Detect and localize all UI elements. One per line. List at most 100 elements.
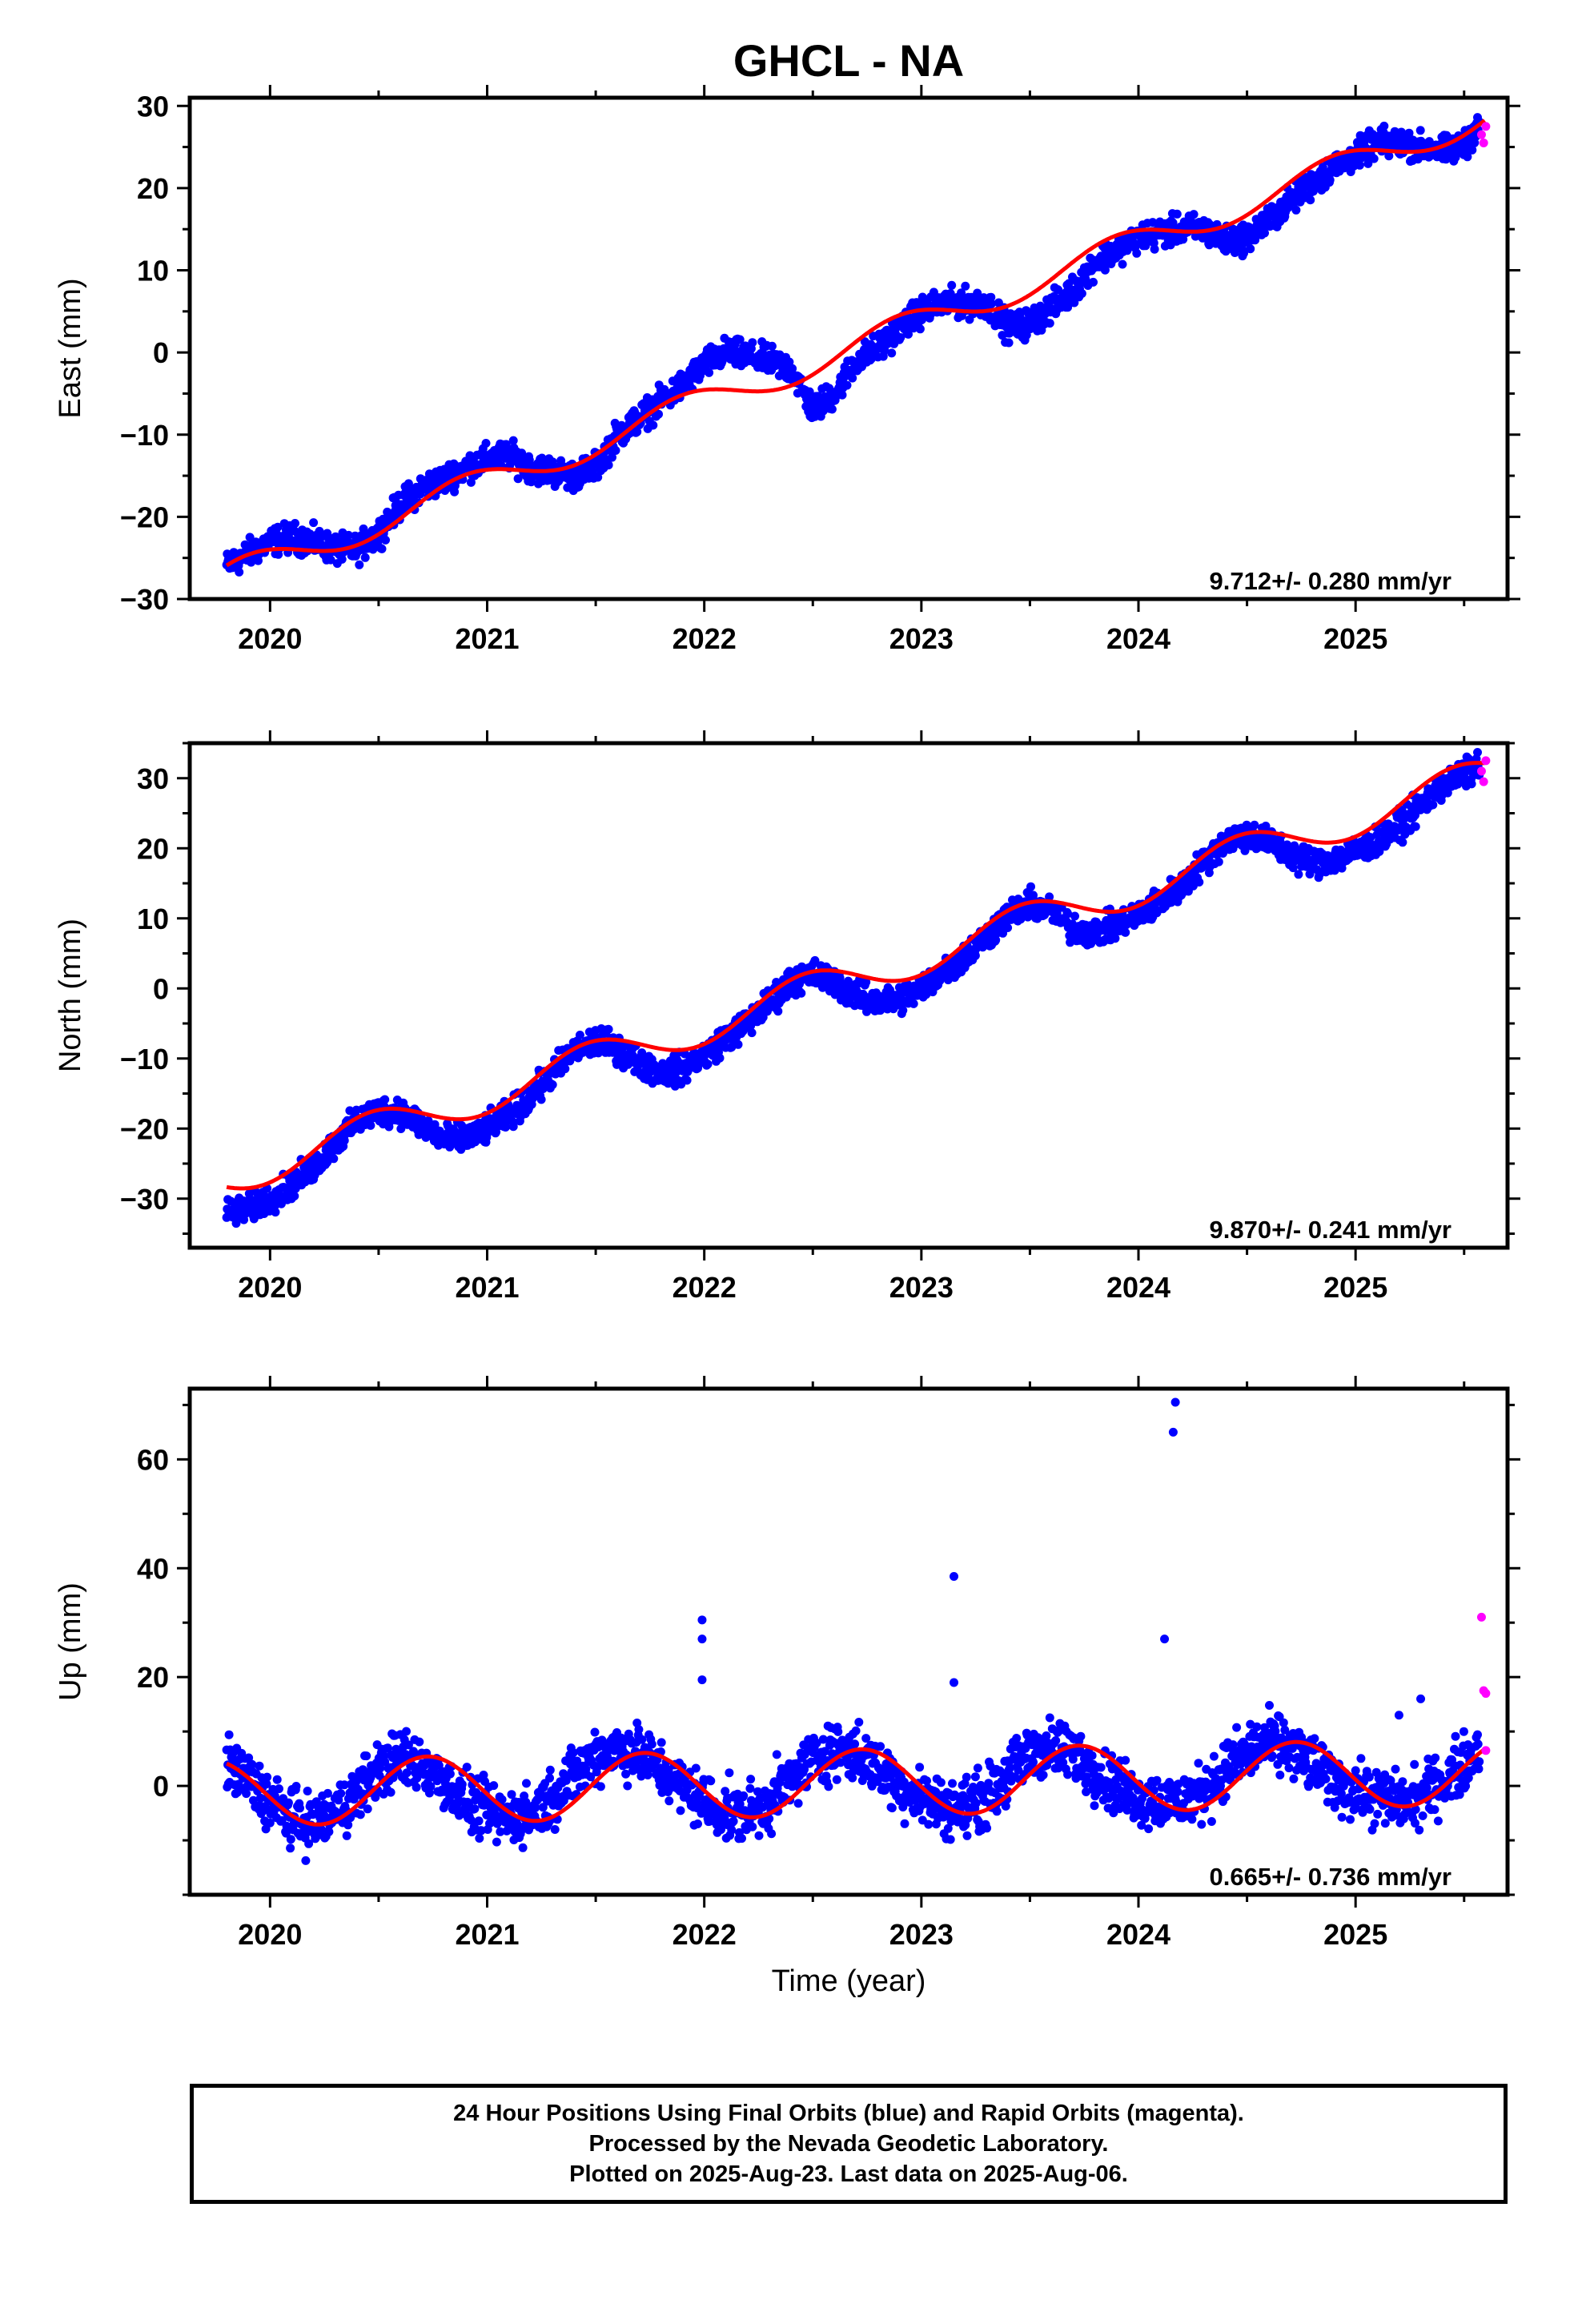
final-orbit-point xyxy=(339,1780,349,1790)
y-tick-label: −20 xyxy=(120,1112,169,1145)
final-orbit-point xyxy=(1100,265,1110,275)
final-orbit-point xyxy=(475,1834,484,1843)
final-orbit-point xyxy=(457,1779,467,1789)
final-orbit-point xyxy=(1250,820,1259,830)
final-orbit-point xyxy=(1026,882,1035,891)
y-axis-label: North (mm) xyxy=(54,919,87,1072)
final-orbit-point xyxy=(334,1795,343,1805)
rapid-orbit-points xyxy=(1476,756,1491,786)
final-orbit-point xyxy=(1260,228,1269,238)
final-orbit-point xyxy=(1415,126,1425,135)
final-orbit-point xyxy=(339,1136,349,1145)
final-orbit-point xyxy=(1172,209,1182,219)
final-orbit-point xyxy=(1214,857,1223,866)
final-orbit-point xyxy=(548,457,557,467)
final-orbit-point xyxy=(887,348,897,358)
rapid-orbit-point xyxy=(1479,138,1488,147)
final-orbit-point xyxy=(497,1795,507,1804)
final-orbit-point xyxy=(301,1856,311,1865)
final-orbit-point xyxy=(271,1208,280,1217)
final-orbit-point xyxy=(304,1839,314,1848)
final-orbit-point xyxy=(1195,878,1204,887)
final-orbit-point xyxy=(255,1793,265,1803)
final-orbit-point xyxy=(262,1779,271,1789)
final-orbit-point xyxy=(380,1095,390,1104)
final-orbit-point xyxy=(575,1031,584,1039)
final-orbit-point xyxy=(272,1775,282,1784)
rapid-orbit-point xyxy=(1476,766,1486,776)
final-orbit-point xyxy=(810,955,820,965)
final-orbit-point xyxy=(507,1790,516,1799)
final-orbit-point xyxy=(324,1827,334,1836)
final-orbit-point xyxy=(1467,779,1476,789)
final-orbit-point xyxy=(1261,822,1271,830)
final-orbit-point xyxy=(593,472,603,482)
final-orbit-point xyxy=(496,1827,505,1836)
final-orbit-point xyxy=(586,1772,596,1782)
final-orbit-point xyxy=(1004,338,1014,348)
x-tick-label: 2023 xyxy=(889,622,954,655)
final-orbit-point xyxy=(715,1053,725,1063)
final-orbit-point xyxy=(545,1773,554,1783)
final-orbit-point xyxy=(265,1818,275,1827)
y-tick-label: 0 xyxy=(153,336,169,369)
final-orbit-point xyxy=(748,338,757,348)
final-orbit-point xyxy=(377,544,387,553)
rate-annotation: 9.870+/- 0.241 mm/yr xyxy=(1210,1216,1452,1244)
x-tick-label: 2022 xyxy=(673,622,737,655)
model-fit-line xyxy=(226,761,1485,1191)
final-orbit-point xyxy=(1404,128,1414,138)
x-tick-label: 2025 xyxy=(1323,1271,1387,1304)
final-orbit-point xyxy=(1428,800,1438,810)
final-orbit-point xyxy=(316,1824,326,1834)
rapid-orbit-points xyxy=(1476,122,1491,147)
final-orbit-point xyxy=(513,474,523,484)
final-orbit-point xyxy=(489,1781,499,1791)
final-orbit-point xyxy=(1291,205,1301,215)
final-orbit-point xyxy=(1045,319,1054,328)
final-orbit-point xyxy=(611,446,620,455)
y-tick-label: −30 xyxy=(120,583,169,616)
rate-annotation: 9.712+/- 0.280 mm/yr xyxy=(1210,567,1452,595)
final-orbit-point xyxy=(466,477,476,487)
final-orbit-point xyxy=(703,1059,713,1069)
final-orbit-point xyxy=(508,436,518,445)
y-tick-label: 30 xyxy=(137,762,169,795)
y-tick-label: −10 xyxy=(120,419,169,452)
panel-east: 2020 2021 2022 2023 2024 2025−30−20−100102030… xyxy=(54,85,1520,655)
final-orbit-point xyxy=(358,1789,367,1799)
final-orbit-point xyxy=(604,460,613,470)
final-orbit-point xyxy=(909,999,918,1008)
final-orbit-point xyxy=(1305,870,1315,879)
final-orbit-point xyxy=(445,1769,455,1779)
final-orbit-point xyxy=(1246,244,1255,254)
final-orbit-point xyxy=(767,341,777,351)
final-orbit-point xyxy=(235,567,244,577)
final-orbit-point xyxy=(1473,748,1482,757)
final-orbit-point xyxy=(247,1760,257,1769)
final-orbit-point xyxy=(637,1048,647,1058)
final-orbit-point xyxy=(224,1730,234,1739)
final-orbit-point xyxy=(1118,259,1127,269)
final-orbit-point xyxy=(545,1765,555,1775)
y-tick-label: 10 xyxy=(137,903,169,935)
final-orbit-point xyxy=(366,1120,375,1130)
final-orbit-point xyxy=(1003,923,1013,932)
final-orbit-point xyxy=(326,555,335,565)
final-orbit-point xyxy=(1363,159,1373,168)
final-orbit-point xyxy=(508,1122,518,1132)
final-orbit-point xyxy=(383,1743,392,1753)
final-orbit-point xyxy=(1070,911,1079,921)
final-orbit-point xyxy=(355,560,364,569)
final-orbit-point xyxy=(342,1831,351,1840)
final-orbit-point xyxy=(524,455,534,464)
final-orbit-point xyxy=(481,439,491,448)
final-orbit-point xyxy=(329,1154,339,1164)
final-orbit-point xyxy=(295,1803,304,1813)
final-orbit-point xyxy=(915,324,925,334)
final-orbit-point xyxy=(536,1095,546,1104)
final-orbit-point xyxy=(705,368,714,377)
final-orbit-point xyxy=(404,1740,413,1750)
final-orbit-point xyxy=(538,1803,548,1812)
